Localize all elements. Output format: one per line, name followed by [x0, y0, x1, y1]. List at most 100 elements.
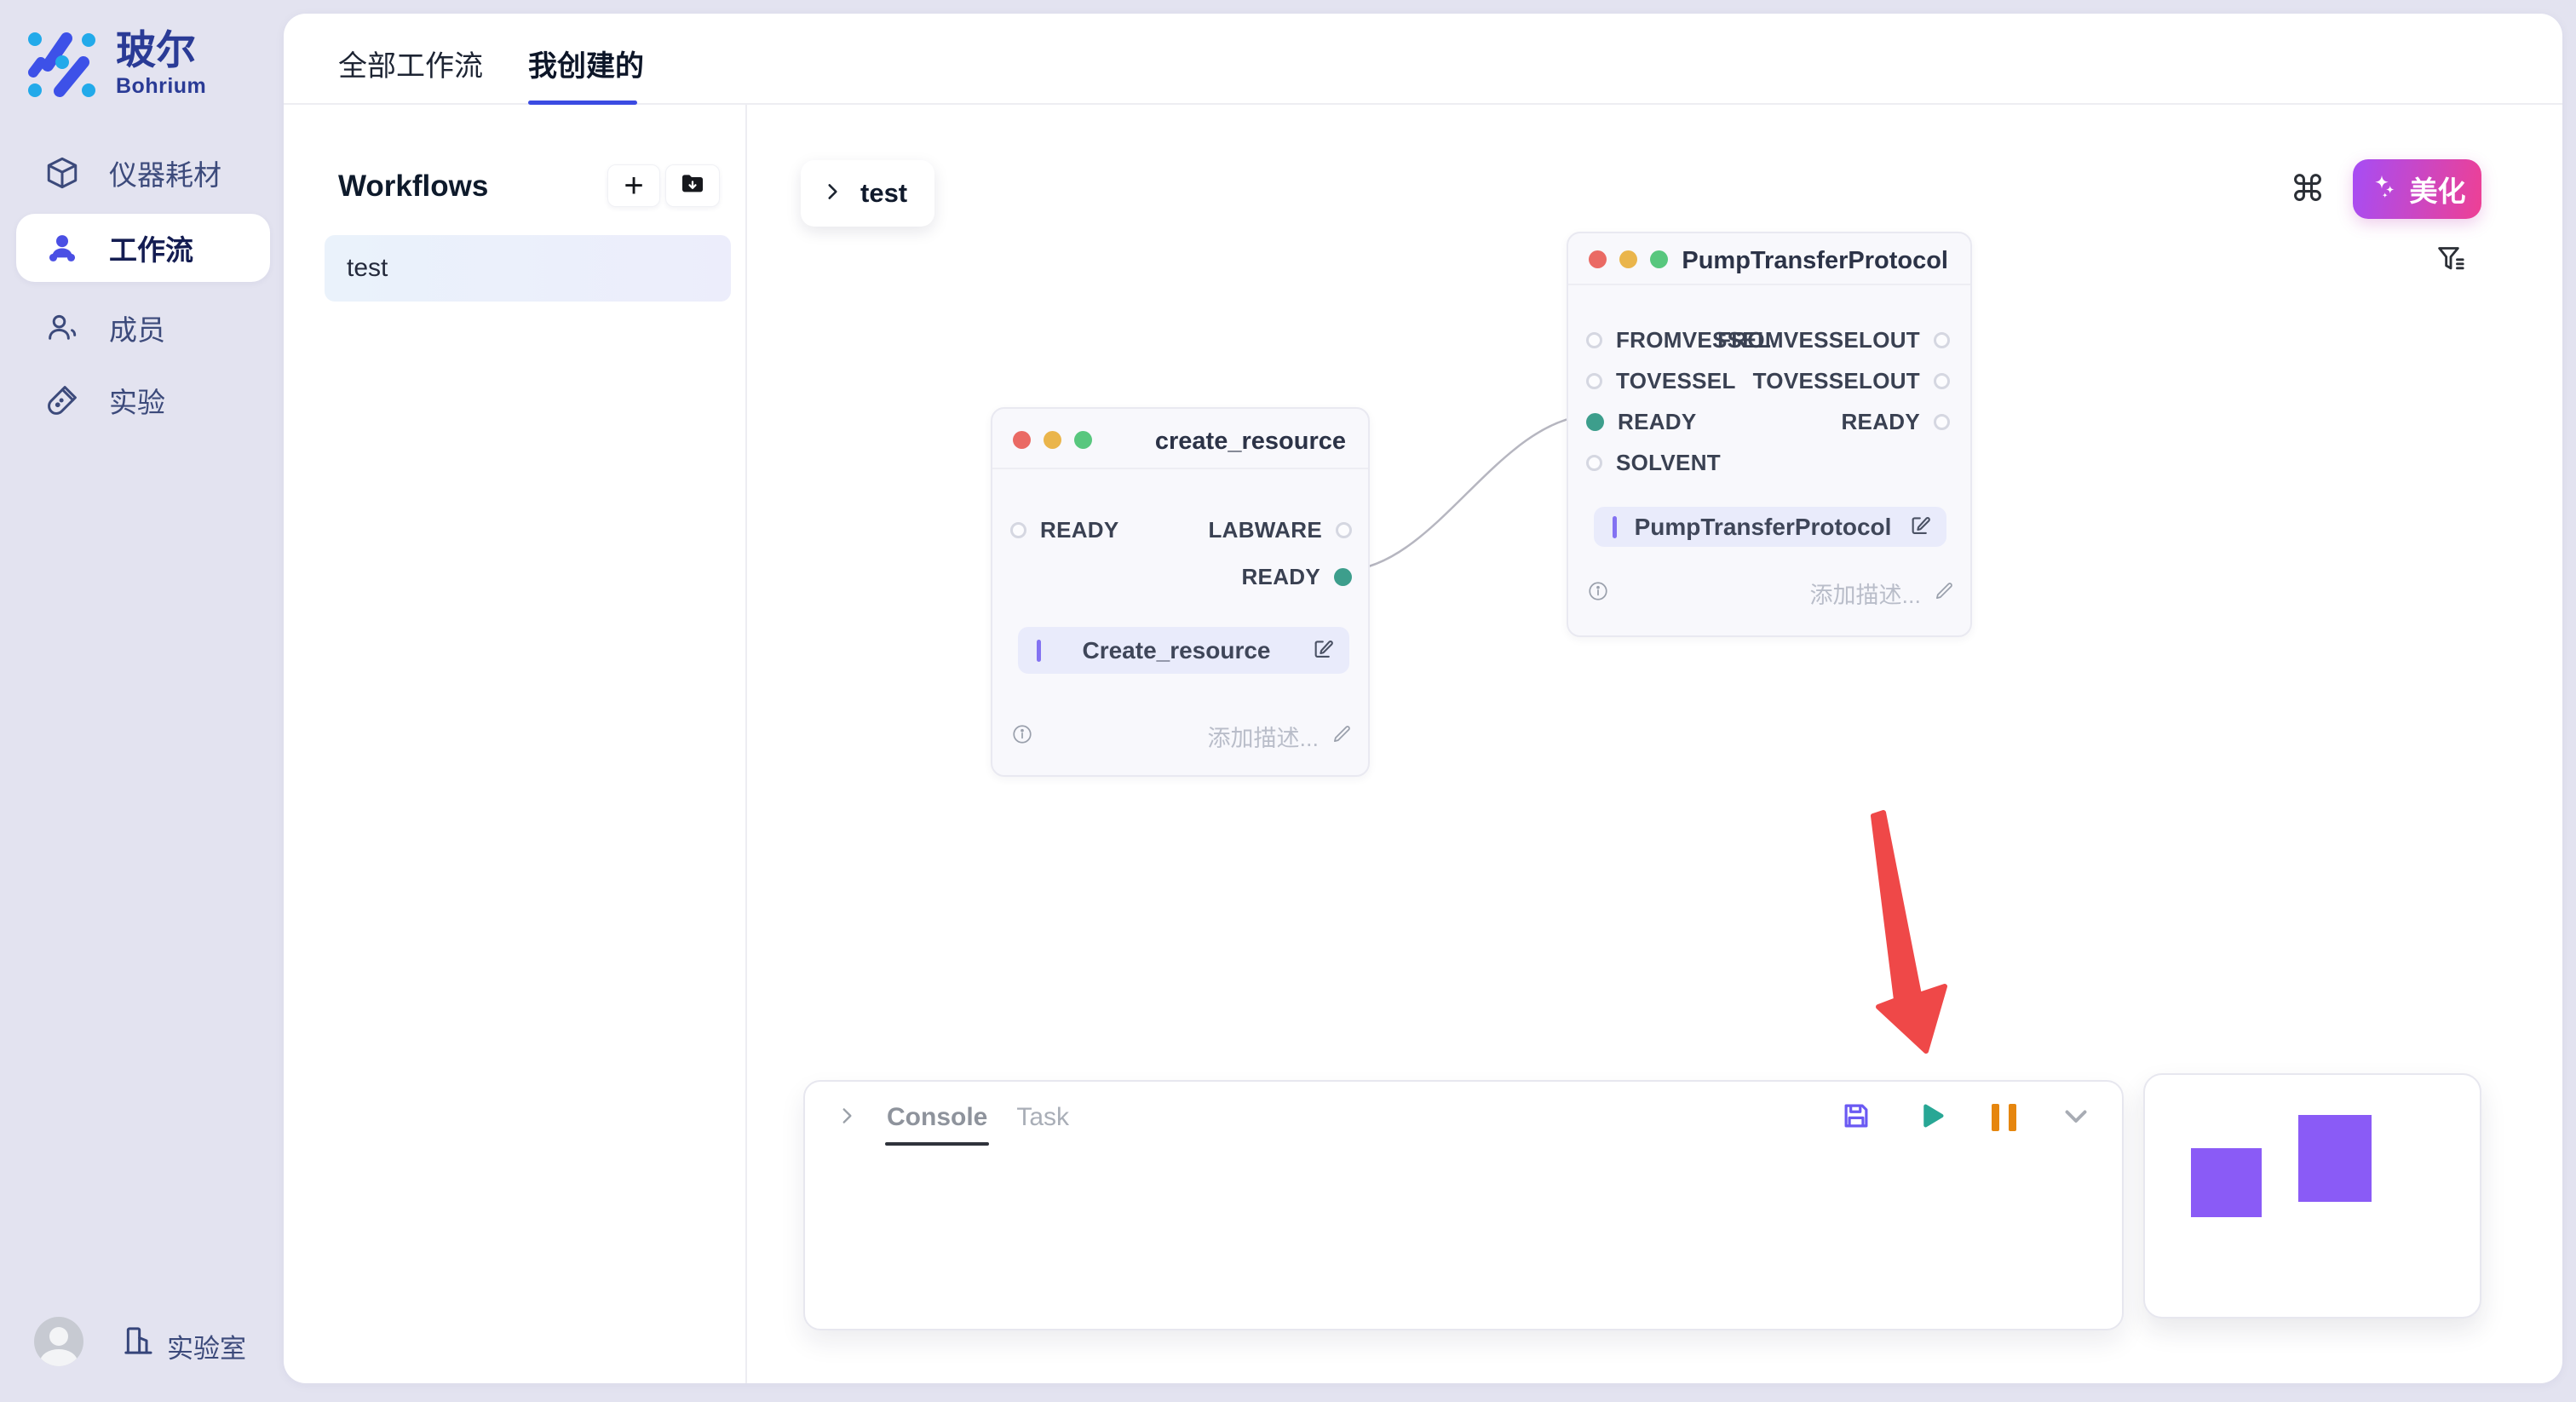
console-panel: Console Task — [803, 1080, 2124, 1330]
chevron-down-icon[interactable] — [2061, 1100, 2091, 1135]
pencil-icon[interactable] — [1331, 723, 1353, 750]
port-handle[interactable] — [1586, 455, 1602, 471]
output-port-ready[interactable]: READY — [1241, 564, 1352, 590]
port-handle[interactable] — [1934, 414, 1950, 430]
avatar-head — [49, 1327, 68, 1346]
sidebar-item-label: 成员 — [109, 314, 165, 346]
traffic-light-red — [1589, 250, 1607, 268]
beautify-button[interactable]: 美化 — [2353, 159, 2481, 219]
info-icon[interactable] — [1587, 580, 1609, 606]
workflows-panel: Workflows + test — [284, 105, 747, 1383]
input-port-fromvessel[interactable]: FROMVESSEL — [1586, 327, 1771, 353]
node-action-button[interactable]: Create_resource — [1018, 627, 1349, 674]
input-port-ready[interactable]: READY — [1010, 517, 1119, 543]
sidebar-item-label: 实验 — [109, 387, 165, 418]
node-action-button[interactable]: PumpTransferProtocol — [1594, 507, 1946, 547]
save-icon[interactable] — [1840, 1100, 1872, 1136]
tab-console[interactable]: Console — [884, 1103, 990, 1146]
brand: 玻尔 Bohrium — [26, 28, 206, 104]
port-handle-connected[interactable] — [1586, 413, 1604, 431]
command-icon: ⌘ — [2290, 169, 2326, 209]
port-handle[interactable] — [1934, 373, 1950, 389]
workflow-list-item-test[interactable]: test — [325, 235, 731, 302]
minimap[interactable] — [2143, 1073, 2481, 1319]
node-title: create_resource — [1154, 428, 1346, 455]
info-icon[interactable] — [1011, 723, 1033, 750]
traffic-light-green — [1074, 431, 1092, 449]
output-port-tovesselout[interactable]: TOVESSELOUT — [1753, 368, 1950, 394]
import-folder-button[interactable] — [665, 164, 720, 207]
tab-all-workflows[interactable]: 全部工作流 — [338, 50, 483, 83]
action-accent-bar — [1037, 639, 1041, 662]
sidebar-item-label: 工作流 — [109, 234, 193, 266]
node-pump-transfer-protocol[interactable]: PumpTransferProtocol FROMVESSEL TOVESSEL… — [1567, 232, 1972, 637]
edit-icon[interactable] — [1312, 636, 1336, 664]
input-port-solvent[interactable]: SOLVENT — [1586, 450, 1721, 476]
workflow-icon — [44, 230, 80, 266]
building-icon — [121, 1324, 155, 1358]
traffic-light-red — [1013, 431, 1031, 449]
tabs-header: 全部工作流 我创建的 — [284, 14, 2562, 105]
pencil-icon[interactable] — [1933, 580, 1955, 606]
sidebar-footer: 实验室 — [0, 1317, 284, 1373]
canvas-breadcrumb-chip[interactable]: test — [801, 160, 934, 227]
filter-icon — [2434, 242, 2468, 280]
sidebar-item-label: 仪器耗材 — [109, 159, 221, 191]
run-play-icon[interactable] — [1917, 1100, 1947, 1135]
node-create-resource[interactable]: create_resource READY LABWARE READY Crea… — [991, 407, 1370, 777]
workflows-title: Workflows — [338, 170, 489, 203]
port-handle[interactable] — [1586, 373, 1602, 389]
port-handle[interactable] — [1010, 522, 1026, 538]
sidebar-item-members[interactable]: 成员 — [0, 292, 284, 364]
input-port-ready[interactable]: READY — [1586, 409, 1697, 435]
port-handle[interactable] — [1336, 522, 1352, 538]
description-placeholder[interactable]: 添加描述... — [1809, 583, 1921, 608]
node-footer: 添加描述... — [1587, 577, 1955, 610]
sidebar: 玻尔 Bohrium 仪器耗材 工作流 — [0, 0, 284, 1402]
sparkles-icon — [2369, 172, 2400, 207]
filter-button[interactable] — [2432, 242, 2470, 279]
action-accent-bar — [1613, 515, 1617, 538]
node-header: PumpTransferProtocol — [1568, 233, 1970, 285]
avatar-body — [40, 1349, 78, 1366]
collapse-chevron-icon[interactable] — [836, 1105, 858, 1131]
port-handle[interactable] — [1934, 332, 1950, 348]
command-palette-button[interactable]: ⌘ — [2287, 169, 2328, 210]
input-port-tovessel[interactable]: TOVESSEL — [1586, 368, 1736, 394]
tab-task[interactable]: Task — [1016, 1103, 1070, 1131]
console-header: Console Task — [805, 1082, 2122, 1153]
sidebar-item-experiments[interactable]: 实验 — [0, 365, 284, 436]
sidebar-item-instruments[interactable]: 仪器耗材 — [0, 136, 284, 210]
node-header: create_resource — [992, 409, 1368, 469]
chevron-right-icon — [821, 181, 843, 207]
tabs-divider — [284, 103, 2562, 105]
sidebar-item-workflows[interactable]: 工作流 — [0, 214, 284, 282]
folder-download-icon — [679, 170, 706, 202]
bohrium-logo-icon — [26, 28, 97, 104]
port-handle-connected[interactable] — [1334, 568, 1352, 586]
traffic-light-green — [1650, 250, 1668, 268]
brand-name: 玻尔 — [116, 27, 196, 72]
output-port-ready[interactable]: READY — [1841, 409, 1950, 435]
pause-icon[interactable] — [1992, 1104, 2016, 1131]
add-workflow-button[interactable]: + — [607, 164, 660, 207]
minimap-node-rect — [2191, 1148, 2262, 1217]
avatar[interactable] — [34, 1317, 83, 1366]
active-pill — [16, 214, 270, 282]
members-icon — [44, 310, 80, 346]
brand-subtitle: Bohrium — [116, 73, 207, 98]
workflow-item-label: test — [347, 254, 388, 282]
minimap-node-rect — [2298, 1115, 2372, 1202]
node-title: PumpTransferProtocol — [1682, 247, 1948, 274]
traffic-light-yellow — [1044, 431, 1061, 449]
workspace-label[interactable]: 实验室 — [167, 1334, 246, 1364]
description-placeholder[interactable]: 添加描述... — [1207, 726, 1319, 751]
output-port-labware[interactable]: LABWARE — [1208, 517, 1352, 543]
active-tab-underline — [528, 101, 637, 105]
edit-icon[interactable] — [1909, 513, 1933, 541]
port-handle[interactable] — [1586, 332, 1602, 348]
tab-my-created[interactable]: 我创建的 — [528, 50, 644, 83]
output-port-fromvesselout[interactable]: FROMVESSELOUT — [1717, 327, 1950, 353]
traffic-light-yellow — [1619, 250, 1637, 268]
